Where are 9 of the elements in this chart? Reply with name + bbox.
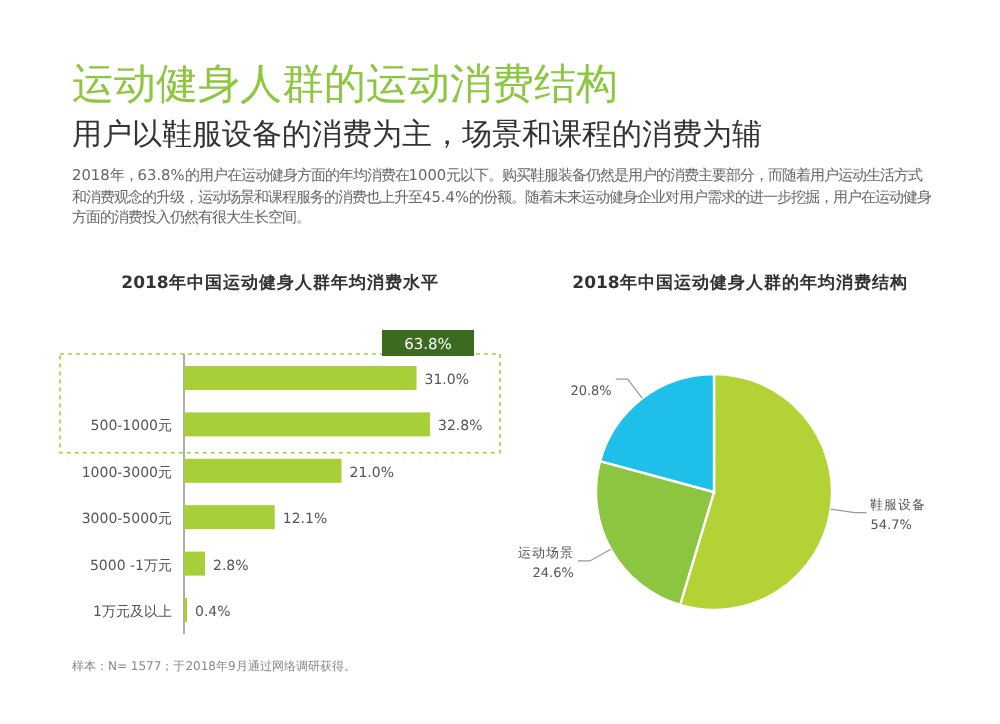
bar	[184, 366, 417, 390]
bar	[184, 412, 430, 437]
bar	[184, 458, 342, 483]
text: 用户以鞋服设备的消费为主，场景和课程的消费为辅	[72, 116, 762, 154]
bar	[184, 551, 205, 576]
chart-title: 2018年中国运动健身人群的年均消费结构	[572, 272, 908, 294]
chart-title: 2018年中国运动健身人群年均消费水平	[121, 272, 439, 294]
bar	[184, 505, 275, 530]
text: 运动健身人群的运动消费结构	[72, 58, 618, 112]
